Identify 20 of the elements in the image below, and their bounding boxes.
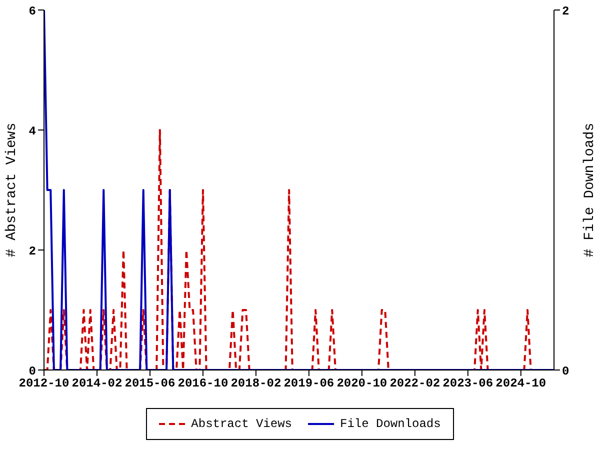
x-tick-label: 2022-02	[390, 376, 440, 391]
legend-label: File Downloads	[339, 417, 441, 431]
x-tick-label: 2020-10	[336, 376, 388, 391]
y-tick-label: 6	[28, 4, 36, 18]
x-tick-label: 2024-10	[496, 376, 546, 391]
legend-label: Abstract Views	[190, 417, 292, 431]
y-tick-label: 4	[28, 124, 36, 138]
y2-tick-label: 2	[562, 4, 570, 18]
y-axis-title: # Abstract Views	[4, 122, 20, 258]
x-tick-label: 2018-02	[230, 376, 282, 391]
x-tick-label: 2014-02	[72, 376, 122, 391]
x-tick-label: 2016-10	[178, 376, 228, 391]
y2-axis-title: # File Downloads	[582, 122, 598, 258]
x-tick-label: 2012-10	[18, 376, 70, 391]
x-tick-label: 2023-06	[442, 376, 494, 391]
y2-tick-label: 0	[562, 364, 570, 378]
y-tick-label: 2	[28, 244, 36, 258]
y-tick-label: 0	[28, 364, 36, 378]
x-tick-label: 2015-06	[124, 376, 176, 391]
x-tick-label: 2019-06	[284, 376, 334, 391]
